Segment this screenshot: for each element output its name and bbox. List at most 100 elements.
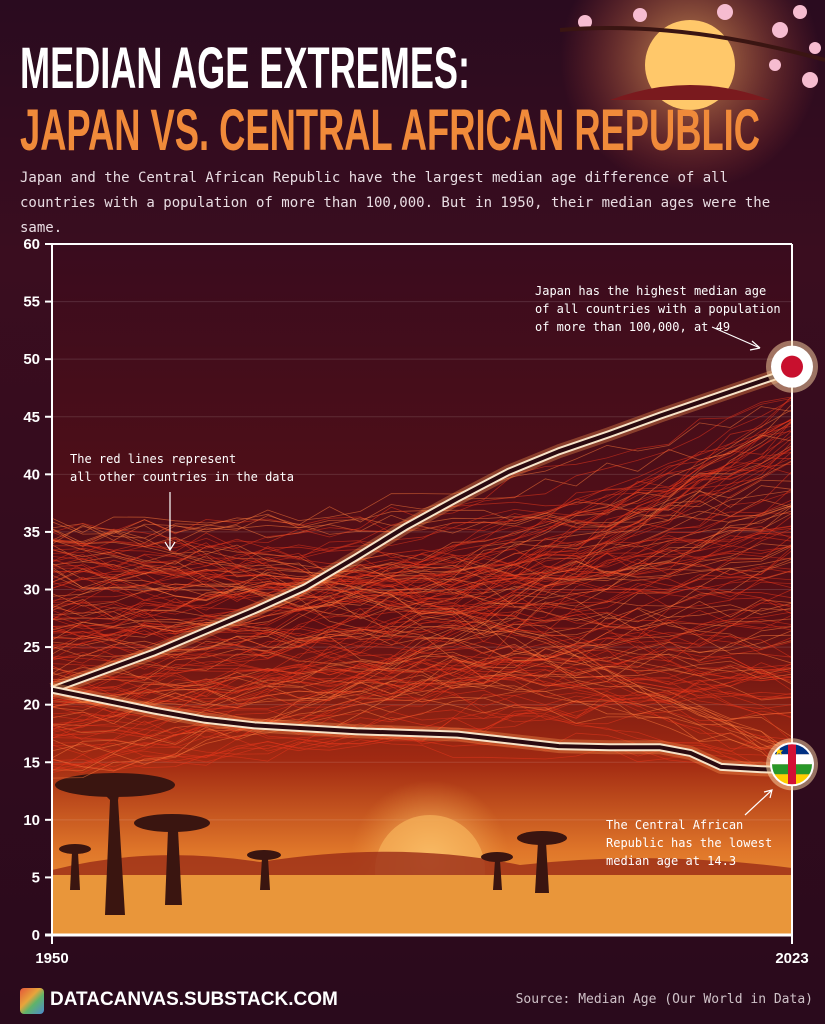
car-annotation-line-1: The Central African — [606, 818, 743, 832]
other-country-line — [52, 504, 792, 675]
other-country-line — [52, 525, 792, 664]
other-country-line — [52, 667, 792, 749]
other-country-line — [52, 420, 792, 725]
other-country-line — [52, 535, 792, 717]
y-tick-label: 15 — [23, 754, 40, 771]
other-country-line — [52, 692, 792, 741]
other-country-line — [52, 499, 792, 539]
other-country-line — [52, 503, 792, 535]
other-country-line — [52, 536, 792, 613]
japan-annotation-line-1: Japan has the highest median age — [535, 284, 766, 298]
others-annotation-line-1: The red lines represent — [70, 452, 236, 466]
y-tick-label: 0 — [32, 927, 40, 944]
other-country-line — [52, 552, 792, 585]
source-note: Source: Median Age (Our World in Data) — [515, 992, 813, 1007]
other-country-line — [52, 645, 792, 687]
y-tick-label: 20 — [23, 697, 40, 714]
other-country-line — [52, 599, 792, 655]
y-axis-ticks: 0 5 10 15 20 25 30 35 40 45 50 55 60 — [23, 236, 52, 944]
savanna-scene — [52, 773, 792, 935]
other-country-line — [52, 630, 792, 712]
y-tick-label: 35 — [23, 524, 40, 541]
other-country-line — [52, 526, 792, 757]
other-country-line — [52, 430, 792, 701]
other-country-line — [52, 566, 792, 779]
other-country-line — [52, 634, 792, 754]
other-country-line — [52, 526, 792, 592]
other-country-line — [52, 463, 792, 585]
other-country-line — [52, 550, 792, 599]
other-country-line — [52, 419, 792, 635]
other-country-line — [52, 528, 792, 678]
other-country-line — [52, 396, 792, 695]
other-country-line — [52, 659, 792, 683]
y-tick-label: 10 — [23, 812, 40, 829]
other-country-line — [52, 435, 792, 623]
other-country-line — [52, 617, 792, 750]
other-country-line — [52, 627, 792, 740]
other-country-line — [52, 528, 792, 664]
central-african-republic-flag-icon — [766, 738, 818, 791]
other-country-line — [52, 547, 792, 683]
other-country-line — [52, 490, 792, 640]
other-country-line — [52, 505, 792, 725]
y-tick-label: 30 — [23, 582, 40, 599]
other-country-line — [52, 574, 792, 685]
other-country-line — [52, 565, 792, 659]
other-country-line — [52, 437, 792, 690]
other-country-line — [52, 460, 792, 631]
car-annotation-line-3: median age at 14.3 — [606, 854, 736, 868]
other-country-line — [52, 685, 792, 707]
other-country-line — [52, 642, 792, 768]
x-tick-2023: 2023 — [775, 950, 808, 967]
other-country-line — [52, 409, 792, 675]
other-country-line — [52, 618, 792, 772]
other-country-line — [52, 479, 792, 617]
other-country-line — [52, 637, 792, 696]
y-tick-label: 25 — [23, 639, 40, 656]
japan-annotation-line-2: of all countries with a population — [535, 302, 781, 316]
other-country-line — [52, 396, 792, 730]
other-countries-annotation: The red lines represent all other countr… — [70, 452, 294, 552]
top-right-sun-decoration — [559, 0, 825, 190]
other-country-line — [52, 546, 792, 649]
other-country-line — [52, 545, 792, 621]
other-country-line — [52, 527, 792, 592]
title-line-2: JAPAN VS. CENTRAL AFRICAN REPUBLIC — [20, 98, 760, 163]
other-country-line — [52, 434, 792, 548]
other-country-line — [52, 499, 792, 771]
other-country-line — [52, 543, 792, 641]
other-country-line — [52, 558, 792, 772]
title-line-1: MEDIAN AGE EXTREMES: — [20, 36, 470, 101]
other-country-line — [52, 626, 792, 685]
car-annotation: The Central African Republic has the low… — [606, 789, 773, 868]
datacanvas-logo-icon — [20, 988, 44, 1014]
car-annotation-line-2: Republic has the lowest — [606, 836, 772, 850]
other-country-line — [52, 688, 792, 721]
other-country-line — [52, 660, 792, 703]
other-countries-lines — [52, 396, 792, 781]
other-country-line — [52, 560, 792, 761]
y-tick-label: 50 — [23, 351, 40, 368]
y-tick-label: 60 — [23, 236, 40, 253]
other-country-line — [52, 739, 792, 769]
other-country-line — [52, 602, 792, 657]
other-country-line — [52, 491, 792, 617]
other-country-line — [52, 546, 792, 765]
other-country-line — [52, 403, 792, 771]
subtitle: Japan and the Central African Republic h… — [20, 170, 771, 236]
other-country-line — [52, 559, 792, 781]
other-country-line — [52, 670, 792, 774]
other-country-line — [52, 611, 792, 701]
other-country-line — [52, 531, 792, 715]
y-tick-label: 45 — [23, 409, 40, 426]
other-country-line — [52, 602, 792, 718]
other-country-line — [52, 550, 792, 662]
other-country-line — [52, 664, 792, 693]
brand-link[interactable]: DATACANVAS.SUBSTACK.COM — [50, 989, 338, 1010]
other-country-line — [52, 539, 792, 753]
x-tick-1950: 1950 — [35, 950, 68, 967]
y-tick-label: 40 — [23, 466, 40, 483]
japan-flag-icon — [766, 340, 818, 393]
